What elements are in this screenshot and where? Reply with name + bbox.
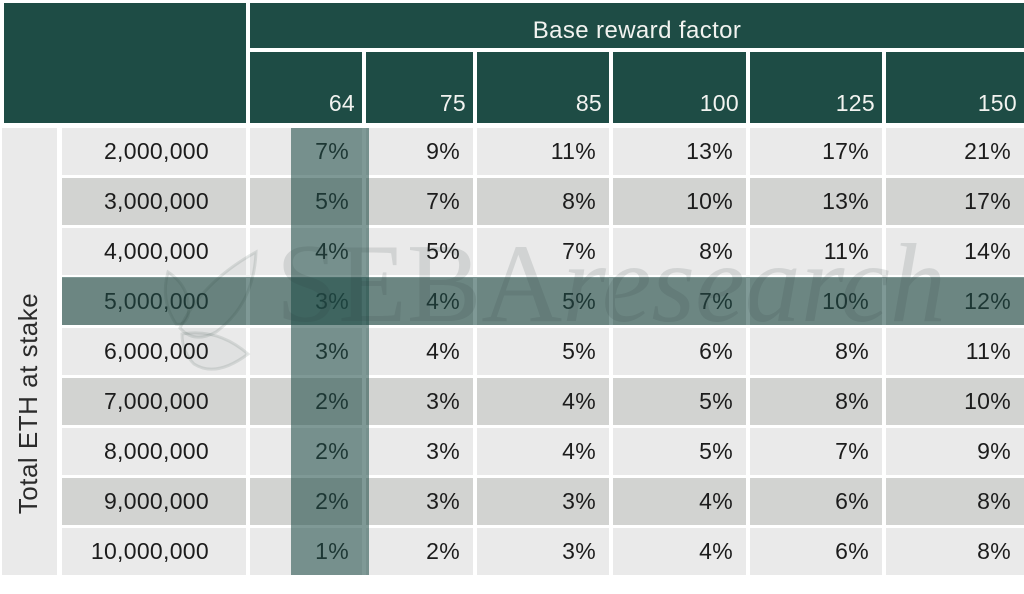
cell-value: 8% (477, 178, 609, 225)
cell-value: 7% (750, 428, 882, 475)
row-axis-label-text: Total ETH at stake (13, 292, 44, 514)
cell-value: 6% (613, 328, 746, 375)
cell-value: 6% (750, 478, 882, 525)
table-row: 10,000,000 1% 2% 3% 4% 6% 8% (62, 528, 1024, 575)
cell-value: 17% (750, 128, 882, 175)
row-label: 8,000,000 (62, 428, 246, 475)
row-label: 6,000,000 (62, 328, 246, 375)
row-label: 2,000,000 (62, 128, 246, 175)
cell-value: 5% (613, 378, 746, 425)
cell-value: 4% (613, 478, 746, 525)
row-label: 10,000,000 (62, 528, 246, 575)
cell-value: 2% (250, 428, 362, 475)
cell-value: 3% (366, 378, 473, 425)
cell-value: 13% (750, 178, 882, 225)
cell-value: 3% (477, 528, 609, 575)
table-row: 6,000,000 3% 4% 5% 6% 8% 11% (62, 328, 1024, 375)
row-label: 5,000,000 (62, 278, 246, 325)
cell-value: 3% (477, 478, 609, 525)
cell-value: 10% (886, 378, 1024, 425)
column-header: 75 (366, 52, 473, 123)
row-label: 3,000,000 (62, 178, 246, 225)
row-label: 4,000,000 (62, 228, 246, 275)
row-label: 7,000,000 (62, 378, 246, 425)
cell-value: 2% (250, 478, 362, 525)
table-row: 3,000,000 5% 7% 8% 10% 13% 17% (62, 178, 1024, 225)
table-row: 9,000,000 2% 3% 3% 4% 6% 8% (62, 478, 1024, 525)
cell-value: 11% (750, 228, 882, 275)
cell-value: 3% (366, 428, 473, 475)
cell-value: 1% (250, 528, 362, 575)
cell-value: 2% (250, 378, 362, 425)
cell-value: 12% (886, 278, 1024, 325)
cell-value: 5% (477, 328, 609, 375)
cell-value: 10% (613, 178, 746, 225)
cell-value: 8% (750, 378, 882, 425)
cell-value: 4% (250, 228, 362, 275)
cell-value: 5% (366, 228, 473, 275)
cell-value: 6% (750, 528, 882, 575)
cell-value: 5% (477, 278, 609, 325)
table-row: 7,000,000 2% 3% 4% 5% 8% 10% (62, 378, 1024, 425)
cell-value: 3% (250, 328, 362, 375)
cell-value: 7% (250, 128, 362, 175)
cell-value: 2% (366, 528, 473, 575)
column-header: 125 (750, 52, 882, 123)
cell-value: 9% (366, 128, 473, 175)
column-header: 150 (886, 52, 1024, 123)
cell-value: 21% (886, 128, 1024, 175)
cell-value: 9% (886, 428, 1024, 475)
column-headers: 64 75 85 100 125 150 (250, 52, 1024, 123)
cell-value: 8% (886, 478, 1024, 525)
cell-value: 3% (366, 478, 473, 525)
column-header: 85 (477, 52, 609, 123)
table-row: 8,000,000 2% 3% 4% 5% 7% 9% (62, 428, 1024, 475)
cell-value: 11% (477, 128, 609, 175)
table-corner (4, 3, 246, 123)
cell-value: 5% (613, 428, 746, 475)
cell-value: 11% (886, 328, 1024, 375)
cell-value: 17% (886, 178, 1024, 225)
cell-value: 4% (366, 278, 473, 325)
table-row: 4,000,000 4% 5% 7% 8% 11% 14% (62, 228, 1024, 275)
cell-value: 4% (477, 428, 609, 475)
cell-value: 7% (477, 228, 609, 275)
cell-value: 8% (613, 228, 746, 275)
cell-value: 14% (886, 228, 1024, 275)
cell-value: 4% (366, 328, 473, 375)
cell-value: 5% (250, 178, 362, 225)
table-row-highlighted: 5,000,000 3% 4% 5% 7% 10% 12% (62, 278, 1024, 325)
cell-value: 8% (750, 328, 882, 375)
cell-value: 7% (366, 178, 473, 225)
row-label: 9,000,000 (62, 478, 246, 525)
table-body: 2,000,000 7% 9% 11% 13% 17% 21% 3,000,00… (62, 128, 1024, 578)
column-header: 100 (613, 52, 746, 123)
cell-value: 4% (477, 378, 609, 425)
column-axis-title: Base reward factor (250, 3, 1024, 48)
cell-value: 3% (250, 278, 362, 325)
cell-value: 10% (750, 278, 882, 325)
row-axis-label: Total ETH at stake (0, 228, 57, 578)
row-axis-strip (2, 128, 57, 575)
cell-value: 4% (613, 528, 746, 575)
cell-value: 7% (613, 278, 746, 325)
cell-value: 13% (613, 128, 746, 175)
table-row: 2,000,000 7% 9% 11% 13% 17% 21% (62, 128, 1024, 175)
column-header: 64 (250, 52, 362, 123)
cell-value: 8% (886, 528, 1024, 575)
